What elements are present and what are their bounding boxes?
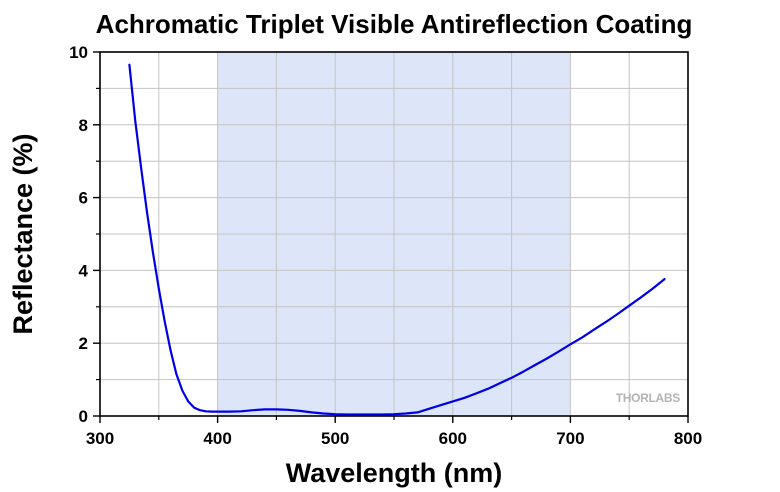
thorlabs-watermark: THORLABS	[616, 391, 681, 405]
y-tick-label: 4	[79, 261, 89, 280]
y-tick-label: 8	[79, 116, 88, 135]
x-tick-label: 500	[321, 429, 349, 448]
x-tick-label: 300	[86, 429, 114, 448]
tick-layer: 300 400 500 600 700 800 0 2 4 6 8 10	[69, 43, 702, 448]
x-tick-label: 800	[674, 429, 702, 448]
plot-frame	[99, 51, 689, 417]
grid-layer	[100, 52, 688, 416]
series-layer	[128, 63, 666, 416]
y-tick-label: 2	[79, 334, 88, 353]
x-tick-label: 600	[439, 429, 467, 448]
x-axis-label: Wavelength (nm)	[286, 458, 503, 488]
y-tick-label: 0	[79, 407, 88, 426]
reflectance-series-line	[128, 63, 666, 416]
y-axis-label: Reflectance (%)	[8, 133, 38, 334]
chart-title: Achromatic Triplet Visible Antireflectio…	[96, 9, 693, 39]
y-tick-label: 6	[79, 189, 88, 208]
x-tick-label: 700	[556, 429, 584, 448]
x-tick-label: 400	[203, 429, 231, 448]
y-tick-label: 10	[69, 43, 88, 62]
